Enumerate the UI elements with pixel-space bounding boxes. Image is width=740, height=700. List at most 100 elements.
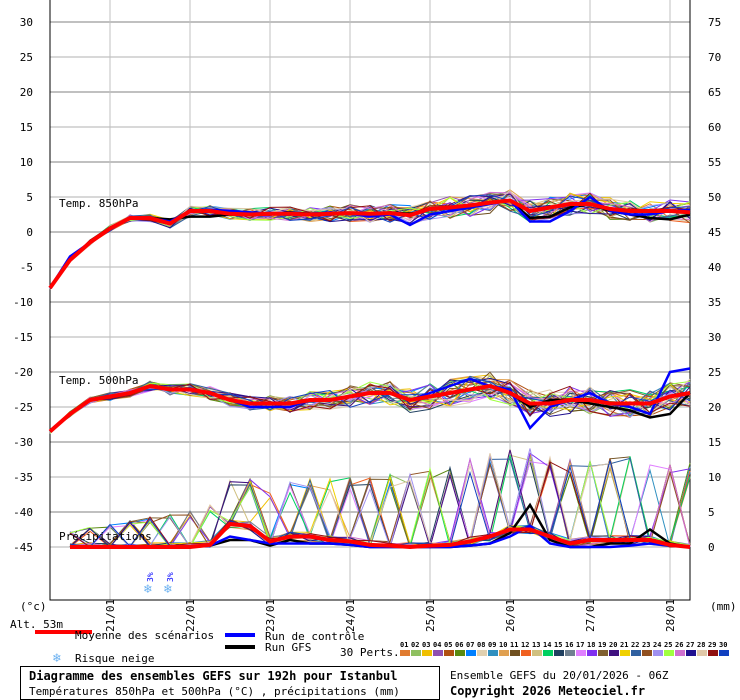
member-swatch-02 xyxy=(411,650,421,656)
member-line-18 xyxy=(70,452,691,548)
member-line-25 xyxy=(69,459,691,548)
member-number-10: 10 xyxy=(499,641,507,649)
member-line-22 xyxy=(69,457,691,548)
member-number-12: 12 xyxy=(521,641,529,649)
right-tick-label: 75 xyxy=(708,16,721,29)
member-line-21 xyxy=(49,192,691,287)
x-tick-label: 27/01 xyxy=(584,599,597,632)
member-number-08: 08 xyxy=(477,641,485,649)
x-tick-label: 24/01 xyxy=(344,599,357,632)
left-tick-label: -30 xyxy=(13,436,33,449)
member-number-17: 17 xyxy=(576,641,584,649)
x-tick-label: 28/01 xyxy=(664,599,677,632)
member-swatch-25 xyxy=(664,650,674,656)
left-tick-label: 20 xyxy=(20,86,33,99)
left-tick-label: -15 xyxy=(13,331,33,344)
member-line-17 xyxy=(69,461,691,548)
member-number-09: 09 xyxy=(488,641,496,649)
member-line-11 xyxy=(69,455,691,548)
member-number-25: 25 xyxy=(664,641,672,649)
member-line-09 xyxy=(69,458,691,548)
panel-label: Temp. 850hPa xyxy=(59,197,138,210)
member-swatch-30 xyxy=(719,650,729,656)
member-number-27: 27 xyxy=(686,641,694,649)
x-tick-label: 23/01 xyxy=(264,599,277,632)
member-swatch-29 xyxy=(708,650,718,656)
x-tick-label: 22/01 xyxy=(184,599,197,632)
member-line-14 xyxy=(69,455,691,549)
member-swatch-15 xyxy=(554,650,564,656)
mean-line xyxy=(48,198,691,290)
snowflake-icon: ❄ xyxy=(163,582,172,597)
member-swatch-22 xyxy=(631,650,641,656)
left-tick-label: -25 xyxy=(13,401,33,414)
snow-risk-percent: 3% xyxy=(166,572,175,582)
member-line-28 xyxy=(69,453,691,548)
right-tick-label: 70 xyxy=(708,51,721,64)
member-number-13: 13 xyxy=(532,641,540,649)
right-tick-label: 15 xyxy=(708,436,721,449)
member-line-01 xyxy=(69,453,691,548)
snow-risk-percent: 3% xyxy=(146,572,155,582)
member-swatch-05 xyxy=(444,650,454,656)
snowflake-icon: ❄ xyxy=(53,651,61,666)
member-line-02 xyxy=(70,456,691,548)
right-tick-label: 55 xyxy=(708,156,721,169)
right-tick-label: 60 xyxy=(708,121,721,134)
member-number-15: 15 xyxy=(554,641,562,649)
member-swatch-11 xyxy=(510,650,520,656)
member-line-24 xyxy=(69,448,691,549)
member-swatch-21 xyxy=(620,650,630,656)
member-number-06: 06 xyxy=(455,641,463,649)
snowflake-icon: ❄ xyxy=(143,582,152,597)
member-line-10 xyxy=(69,449,691,548)
member-number-21: 21 xyxy=(620,641,628,649)
panel-label: Précipitations xyxy=(59,530,152,543)
member-line-07 xyxy=(69,459,691,548)
left-tick-label: 0 xyxy=(26,226,33,239)
member-swatch-09 xyxy=(488,650,498,656)
title-box: Diagramme des ensembles GEFS sur 192h po… xyxy=(20,666,440,700)
member-swatch-23 xyxy=(642,650,652,656)
member-number-07: 07 xyxy=(466,641,474,649)
member-number-29: 29 xyxy=(708,641,716,649)
left-tick-label: -5 xyxy=(20,261,33,274)
member-number-22: 22 xyxy=(631,641,639,649)
x-tick-label: 21/01 xyxy=(104,599,117,632)
chart-subtitle: Températures 850hPa et 500hPa (°C) , pré… xyxy=(29,685,400,698)
right-tick-label: 65 xyxy=(708,86,721,99)
member-number-20: 20 xyxy=(609,641,617,649)
left-tick-label: -10 xyxy=(13,296,33,309)
member-line-04 xyxy=(69,458,691,548)
legend-gfs-swatch xyxy=(225,645,255,649)
member-swatch-18 xyxy=(587,650,597,656)
member-line-26 xyxy=(69,458,691,548)
member-line-29 xyxy=(69,461,690,548)
right-tick-label: 30 xyxy=(708,331,721,344)
legend-mean-label: Moyenne des scénarios xyxy=(75,629,215,642)
member-line-30 xyxy=(69,460,691,548)
member-swatch-01 xyxy=(400,650,410,656)
member-number-24: 24 xyxy=(653,641,661,649)
right-tick-label: 35 xyxy=(708,296,721,309)
member-number-14: 14 xyxy=(543,641,551,649)
member-swatch-24 xyxy=(653,650,663,656)
member-number-18: 18 xyxy=(587,641,595,649)
member-number-04: 04 xyxy=(433,641,441,649)
member-swatch-13 xyxy=(532,650,542,656)
left-axis-label: (°c) xyxy=(20,600,47,613)
left-tick-label: -45 xyxy=(13,541,33,554)
legend-control-label: Run de contrôle xyxy=(265,630,365,643)
member-swatch-26 xyxy=(675,650,685,656)
left-tick-label: 10 xyxy=(20,156,33,169)
legend-mean-swatch xyxy=(35,630,92,634)
member-line-23 xyxy=(69,458,691,548)
member-swatch-03 xyxy=(422,650,432,656)
right-tick-label: 20 xyxy=(708,401,721,414)
left-tick-label: 25 xyxy=(20,51,33,64)
altitude-label: Alt. 53m xyxy=(10,618,63,631)
x-tick-label: 26/01 xyxy=(504,599,517,632)
mean-line xyxy=(70,521,691,550)
member-number-11: 11 xyxy=(510,641,518,649)
